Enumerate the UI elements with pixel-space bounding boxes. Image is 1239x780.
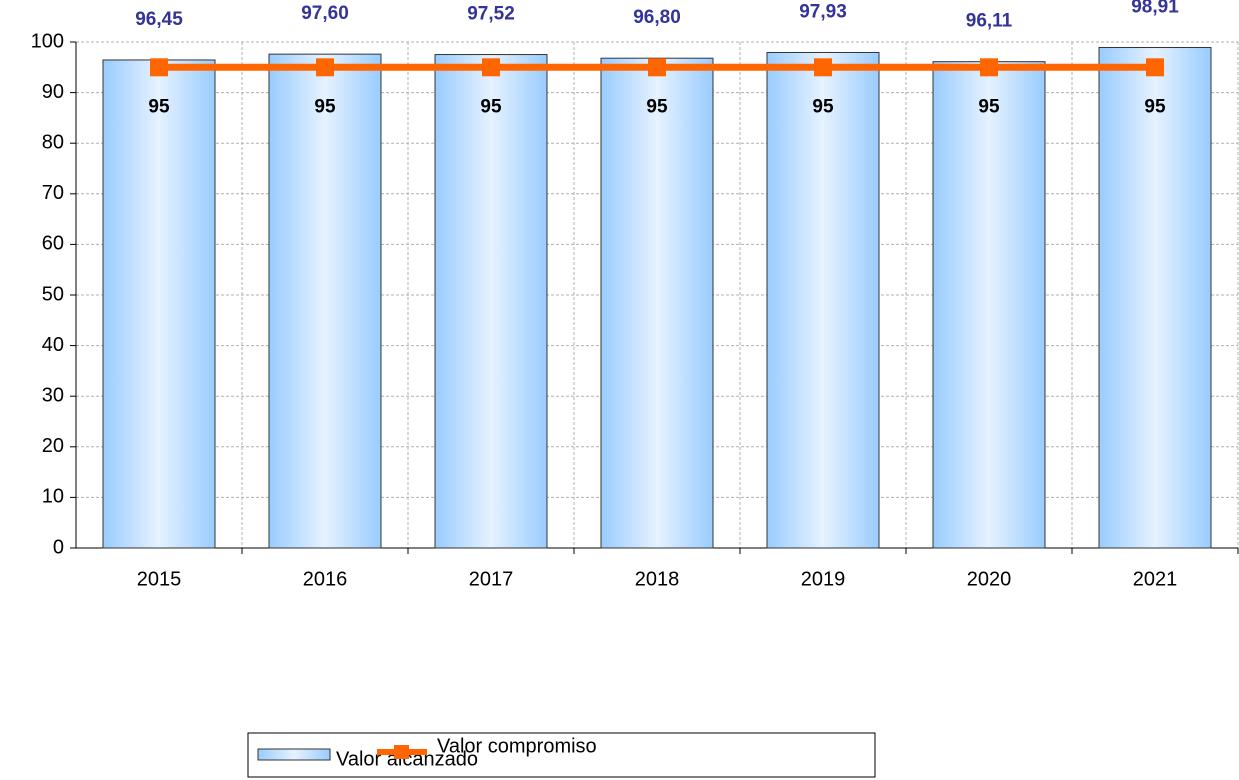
bar-value-label: 96,11 <box>966 11 1013 32</box>
y-tick-label: 0 <box>53 536 64 558</box>
y-tick-label: 20 <box>42 435 64 457</box>
line-value-label: 95 <box>148 96 170 117</box>
x-tick-label: 2018 <box>635 568 680 590</box>
y-tick-label: 90 <box>42 81 64 103</box>
x-tick-label: 2016 <box>303 568 348 590</box>
bar-value-label: 96,45 <box>135 9 183 30</box>
line-value-label: 95 <box>978 96 1000 117</box>
line-value-label: 95 <box>1144 96 1166 117</box>
x-tick-label: 2015 <box>137 568 182 590</box>
bar-value-label: 98,91 <box>1131 0 1179 18</box>
legend-box <box>247 732 876 778</box>
y-tick-label: 100 <box>31 30 64 52</box>
line-value-label: 95 <box>812 96 834 117</box>
line-marker <box>1146 58 1164 77</box>
line-value-label: 95 <box>314 96 336 117</box>
y-tick-label: 50 <box>42 283 64 305</box>
bar <box>766 51 880 549</box>
bar-value-label: 96,80 <box>633 7 681 28</box>
line-marker <box>648 58 666 77</box>
bar <box>268 53 382 549</box>
line-marker <box>482 58 500 77</box>
bar-value-label: 97,93 <box>799 1 847 22</box>
y-tick-label: 40 <box>42 334 64 356</box>
x-tick-label: 2021 <box>1133 568 1178 590</box>
x-tick-label: 2020 <box>967 568 1012 590</box>
y-tick-label: 30 <box>42 384 64 406</box>
legend-swatch-marker <box>394 745 409 759</box>
y-tick-label: 60 <box>42 233 64 255</box>
bar <box>1098 47 1212 549</box>
line-marker <box>814 58 832 77</box>
bar <box>102 59 216 549</box>
line-value-label: 95 <box>480 96 502 117</box>
line-marker <box>980 58 998 77</box>
bar <box>600 57 714 549</box>
bar-value-label: 97,60 <box>301 3 349 24</box>
bar <box>932 61 1046 549</box>
line-value-label: 95 <box>646 96 668 117</box>
legend-label: Valor compromiso <box>437 735 597 757</box>
legend-swatch <box>257 748 331 761</box>
legend-label: Valor alcanzado <box>336 748 478 770</box>
y-tick-label: 70 <box>42 182 64 204</box>
line-marker <box>316 58 334 77</box>
line-marker <box>150 58 168 77</box>
y-tick-label: 10 <box>42 486 64 508</box>
y-tick-label: 80 <box>42 131 64 153</box>
bar <box>434 54 548 549</box>
bar-value-label: 97,52 <box>467 4 515 25</box>
x-tick-label: 2019 <box>801 568 846 590</box>
x-tick-label: 2017 <box>469 568 514 590</box>
